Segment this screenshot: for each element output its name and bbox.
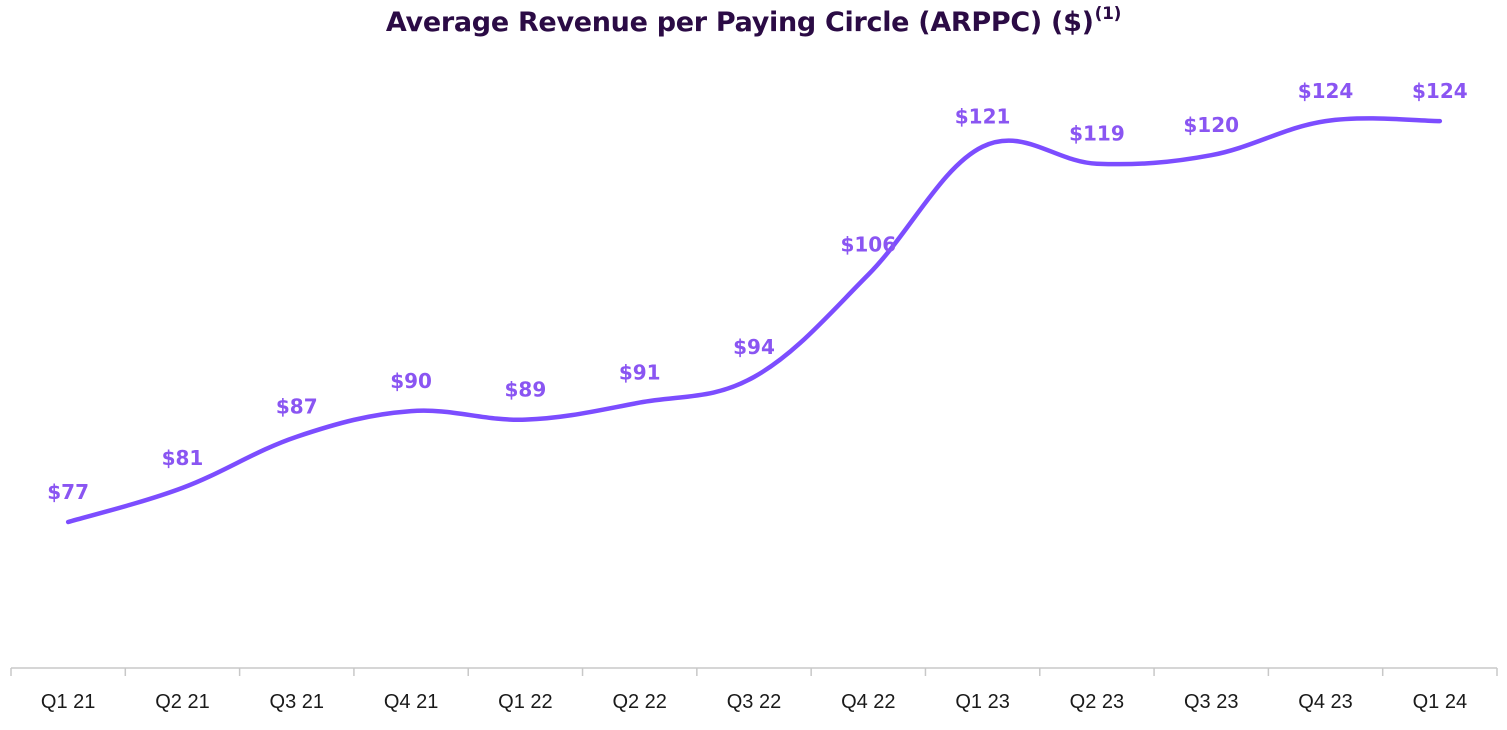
data-label: $94 (733, 335, 775, 359)
series-line-arppc (65, 116, 1443, 525)
data-label: $119 (1069, 122, 1125, 146)
chart-title-text: Average Revenue per Paying Circle (ARPPC… (385, 7, 1094, 38)
chart-title: Average Revenue per Paying Circle (ARPPC… (0, 4, 1507, 38)
data-label: $121 (955, 105, 1011, 129)
x-tick-label: Q2 21 (155, 691, 209, 713)
x-tick-label: Q1 21 (41, 691, 95, 713)
data-label: $120 (1183, 113, 1239, 137)
data-label: $90 (390, 369, 432, 393)
title-footnote-marker: (1) (1094, 4, 1122, 24)
x-tick-label: Q4 23 (1298, 691, 1352, 713)
x-tick-label: Q1 23 (955, 691, 1009, 713)
x-tick-label: Q1 22 (498, 691, 552, 713)
data-label: $91 (619, 361, 661, 385)
data-label: $124 (1298, 79, 1354, 103)
x-tick-label: Q2 22 (612, 691, 666, 713)
data-label: $81 (162, 446, 204, 470)
data-label: $87 (276, 395, 318, 419)
x-tick-label: Q3 21 (270, 691, 324, 713)
x-tick-label: Q3 22 (727, 691, 781, 713)
x-tick-label: Q4 22 (841, 691, 895, 713)
x-tick-label: Q3 23 (1184, 691, 1238, 713)
data-label: $89 (505, 378, 547, 402)
data-label: $77 (47, 480, 89, 504)
data-label: $106 (840, 233, 896, 257)
data-label: $124 (1412, 79, 1468, 103)
x-tick-label: Q4 21 (384, 691, 438, 713)
x-tick-label: Q1 24 (1413, 691, 1467, 713)
x-tick-label: Q2 23 (1070, 691, 1124, 713)
